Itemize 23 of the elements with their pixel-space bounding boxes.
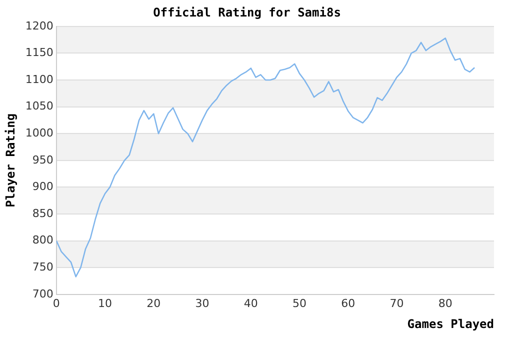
x-tick-label: 40: [244, 296, 258, 310]
y-tick-label: 1000: [25, 126, 54, 140]
y-tick-label: 750: [32, 260, 54, 274]
x-tick-label: 10: [98, 296, 112, 310]
x-axis-title: Games Played: [407, 316, 494, 331]
chart-title: Official Rating for Sami8s: [153, 5, 341, 20]
y-tick-label: 1150: [25, 46, 54, 60]
y-tick-label: 700: [32, 287, 54, 300]
x-tick-label: 30: [195, 296, 210, 310]
y-tick-label: 800: [32, 234, 54, 247]
y-tick-label: 850: [32, 206, 54, 220]
x-tick-label: 50: [292, 296, 307, 310]
y-tick-label: 1050: [25, 100, 54, 113]
x-tick-label: 0: [52, 296, 60, 310]
x-tick-label: 20: [146, 296, 161, 310]
y-tick-label: 1100: [25, 72, 54, 86]
y-tick-label: 950: [32, 153, 54, 166]
x-tick-label: 80: [438, 296, 452, 310]
x-tick-label: 70: [390, 296, 404, 310]
y-tick-label: 1200: [25, 19, 54, 32]
y-axis-title: Player Rating: [3, 113, 18, 208]
y-tick-label: 900: [32, 180, 54, 194]
x-tick-label: 60: [341, 296, 356, 310]
